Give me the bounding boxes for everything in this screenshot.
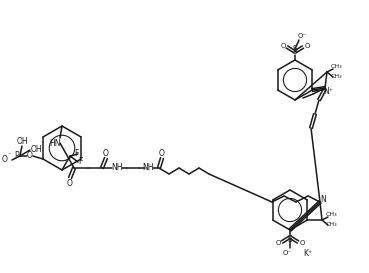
Text: CH₃: CH₃ (330, 75, 342, 79)
Text: O: O (103, 149, 109, 158)
Text: O⁻: O⁻ (282, 250, 292, 256)
Text: P: P (15, 152, 19, 161)
Text: OH: OH (16, 136, 28, 146)
Text: F: F (74, 149, 78, 158)
Text: O: O (2, 156, 8, 165)
Text: O: O (304, 43, 310, 49)
Text: O: O (299, 240, 305, 246)
Text: OH: OH (30, 146, 42, 155)
Text: O: O (159, 149, 165, 158)
Text: HN: HN (49, 138, 61, 147)
Text: O⁻: O⁻ (297, 33, 307, 39)
Text: K⁺: K⁺ (303, 248, 313, 257)
Text: S: S (293, 44, 297, 54)
Text: S: S (287, 236, 292, 245)
Text: F: F (78, 156, 82, 165)
Text: N⁺: N⁺ (323, 87, 333, 96)
Text: CH₃: CH₃ (330, 64, 342, 70)
Text: NH: NH (142, 164, 154, 173)
Text: O: O (275, 240, 281, 246)
Text: NH: NH (111, 164, 123, 173)
Text: N: N (320, 195, 326, 204)
Text: O: O (67, 179, 73, 188)
Text: CH₃: CH₃ (325, 222, 337, 227)
Text: CH₃: CH₃ (325, 212, 337, 218)
Text: ⁻: ⁻ (7, 153, 11, 159)
Text: O: O (27, 152, 33, 161)
Text: O: O (280, 43, 286, 49)
